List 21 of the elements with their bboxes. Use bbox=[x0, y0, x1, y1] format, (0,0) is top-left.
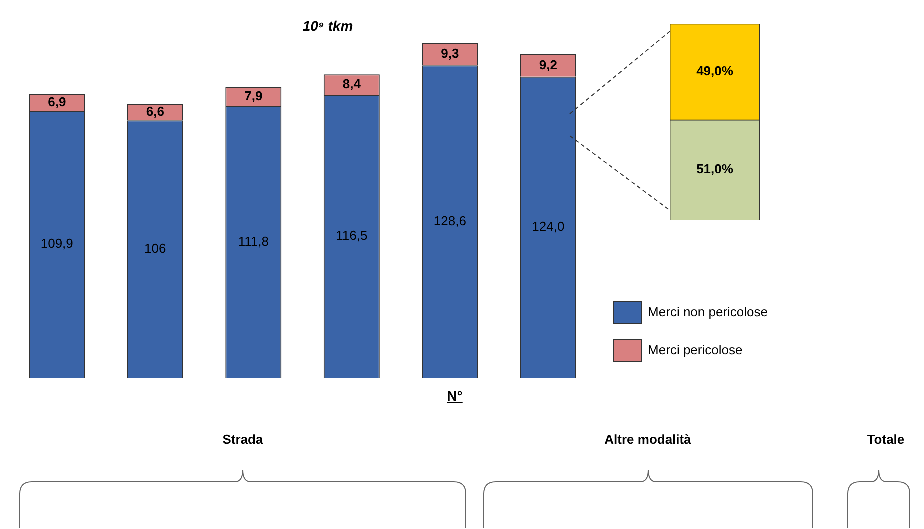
data-label: 7,9 bbox=[244, 88, 263, 104]
data-label: 8,4 bbox=[342, 76, 362, 92]
data-label: 51,0% bbox=[696, 162, 734, 177]
data-label: 116,5 bbox=[336, 228, 368, 244]
legend-label: Merci non pericolose bbox=[648, 304, 768, 320]
data-label: 49,0% bbox=[696, 64, 734, 79]
data-label: 6,6 bbox=[146, 104, 164, 120]
text: Altre modalità bbox=[604, 432, 692, 447]
data-label: 106 bbox=[144, 240, 166, 256]
text: Strada bbox=[222, 432, 264, 447]
text: Totale bbox=[867, 432, 905, 447]
data-label: 9,3 bbox=[441, 46, 460, 61]
chart-title: 10⁹ tkm bbox=[302, 18, 354, 34]
data-label: 124,0 bbox=[532, 219, 565, 234]
legend-label: Merci pericolose bbox=[648, 342, 743, 358]
data-label: 6,9 bbox=[48, 94, 66, 110]
text: N° bbox=[447, 388, 463, 404]
data-label: 128,6 bbox=[434, 213, 466, 228]
data-label: 111,8 bbox=[238, 234, 269, 249]
data-label: 109,9 bbox=[40, 236, 74, 252]
data-label: 9,2 bbox=[539, 57, 558, 72]
